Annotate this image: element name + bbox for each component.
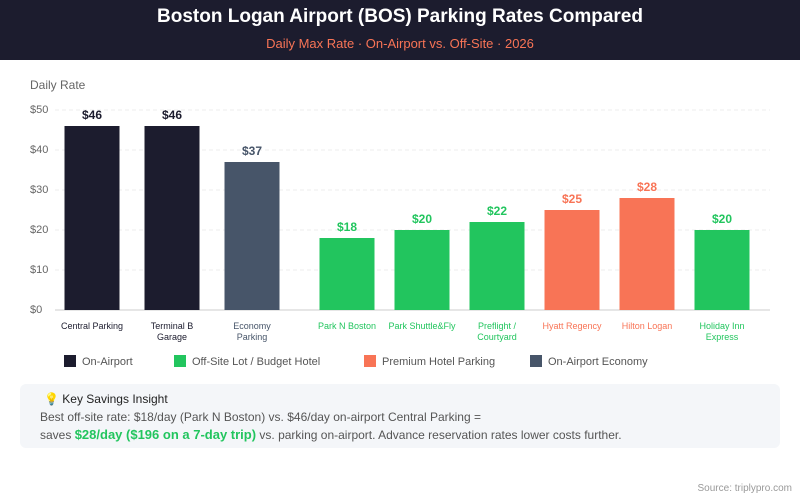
legend-item: On-Airport (64, 355, 133, 368)
legend-swatch (174, 355, 186, 367)
bar (544, 210, 600, 310)
bar (144, 126, 200, 310)
y-tick-label: $20 (30, 224, 48, 236)
legend-label: On-Airport Economy (548, 356, 648, 368)
x-tick-label: Hilton Logan (621, 321, 673, 331)
value-label: $18 (337, 220, 357, 234)
bar (469, 222, 525, 310)
legend-swatch (530, 355, 542, 367)
bar (619, 198, 675, 310)
chart: Daily Rate $0 $10 $20 $30 $40 $50 $46 $46 $37 $18… (30, 78, 770, 316)
value-label: $25 (562, 192, 582, 206)
bar (394, 230, 450, 310)
insight-line: Best off-site rate: $18/day (Park N Bost… (40, 410, 481, 424)
bar (64, 126, 120, 310)
x-tick-label: Holiday Inn Express (699, 321, 745, 342)
bar (224, 162, 280, 310)
chart-title: Boston Logan Airport (BOS) Parking Rates… (157, 6, 643, 27)
legend-label: Premium Hotel Parking (382, 356, 496, 368)
insight-prefix: saves (40, 428, 72, 442)
value-label: $20 (412, 212, 432, 226)
x-tick-label: Hyatt Regency (542, 321, 602, 331)
insight-title-text: Key Savings Insight (62, 392, 168, 406)
value-label: $22 (487, 204, 507, 218)
chart-subtitle: Daily Max Rate · On-Airport vs. Off-Site… (266, 36, 534, 51)
bar (694, 230, 750, 310)
value-label: $28 (637, 180, 657, 194)
value-label: $46 (162, 108, 182, 122)
y-tick-label: $50 (30, 104, 48, 116)
legend-item: Off-Site Lot / Budget Hotel (174, 355, 320, 368)
value-label: $46 (82, 108, 102, 122)
legend-label: On-Airport (82, 356, 133, 368)
legend-swatch (364, 355, 376, 367)
x-tick-label: Park N Boston (317, 321, 377, 331)
y-axis-label: Daily Rate (30, 78, 86, 92)
x-tick-label: Central Parking (60, 321, 124, 331)
x-tick-label: Preflight / Courtyard (477, 321, 517, 342)
insight-box: 💡 Key Savings Insight Best off-site rate… (20, 384, 780, 448)
legend-label: Off-Site Lot / Budget Hotel (192, 356, 321, 368)
insight-text: Best off-site rate: $18/day (Park N Bost… (40, 409, 740, 444)
legend-item: Premium Hotel Parking (364, 355, 495, 368)
value-label: $20 (712, 212, 732, 226)
y-tick-label: $10 (30, 264, 48, 276)
x-tick-label: Economy Parking (233, 321, 271, 342)
legend-swatch (64, 355, 76, 367)
header (0, 0, 800, 60)
y-tick-label: $0 (30, 304, 42, 316)
y-tick-label: $30 (30, 184, 48, 196)
legend-item: On-Airport Economy (530, 355, 648, 368)
bar (319, 238, 375, 310)
insight-highlight: $28/day ($196 on a 7-day trip) (74, 427, 257, 442)
y-tick-label: $40 (30, 144, 48, 156)
value-label: $37 (242, 144, 262, 158)
x-tick-label: Terminal B Garage (150, 321, 194, 342)
insight-suffix: vs. parking on-airport. Advance reservat… (259, 428, 622, 442)
source: Source: triplypro.com (697, 483, 792, 494)
x-tick-label: Park Shuttle&Fly (388, 321, 456, 331)
insight-title: 💡 Key Savings Insight (44, 392, 168, 406)
